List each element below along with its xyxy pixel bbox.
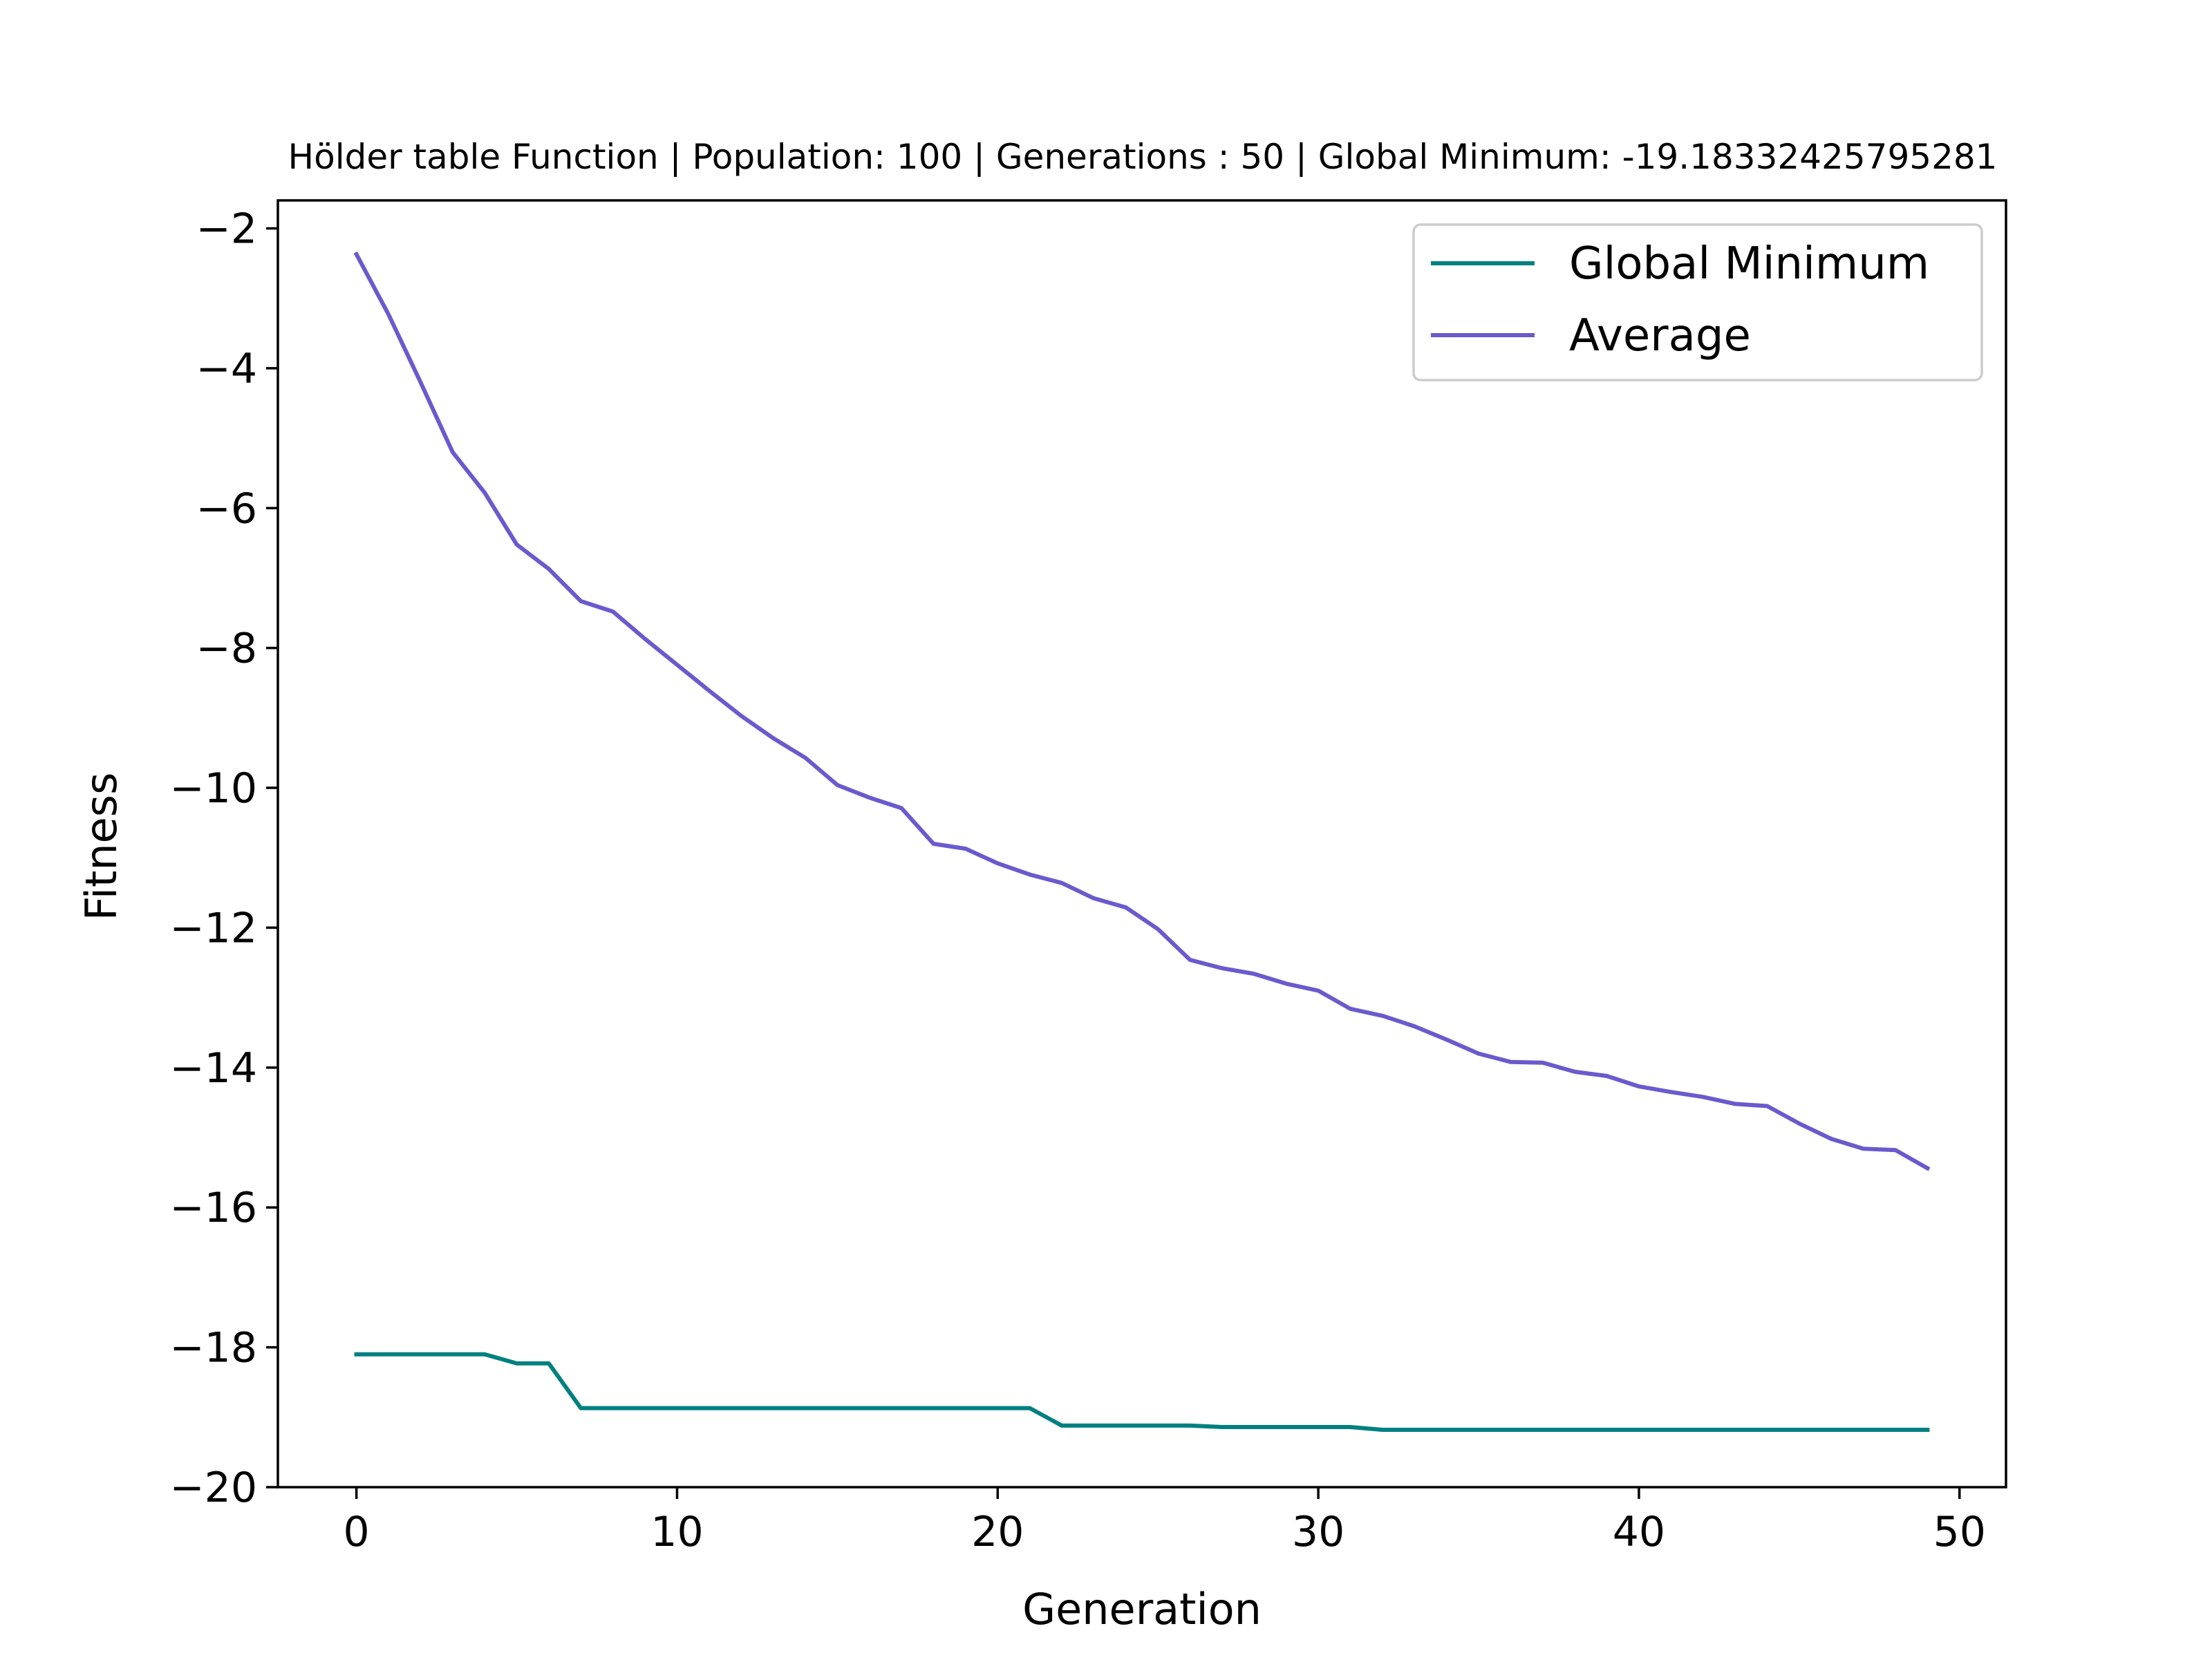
y-tick-label: −6 — [196, 484, 257, 533]
y-tick-label: −4 — [196, 345, 257, 393]
y-tick-label: −8 — [196, 625, 257, 673]
legend: Global Minimum Average — [1412, 223, 1983, 381]
series-line-global-minimum — [354, 1352, 1930, 1432]
x-tick-label: 20 — [971, 1508, 1024, 1556]
axes-frame — [276, 199, 2007, 1489]
y-axis: −20 −18 −16 −14 −12 −10 −8 −6 −4 −2 — [169, 205, 278, 1512]
y-tick-label: −2 — [196, 205, 257, 253]
x-tick-label: 0 — [344, 1508, 370, 1556]
x-tick-label: 30 — [1292, 1508, 1344, 1556]
legend-label-average: Average — [1569, 310, 1751, 361]
plot-area — [353, 251, 1931, 1432]
y-tick-label: −20 — [169, 1464, 257, 1512]
chart-title: Hölder table Function | Population: 100 … — [288, 137, 1998, 177]
series-line-average — [353, 251, 1931, 1171]
x-axis: 0 10 20 30 40 50 — [344, 1487, 1986, 1556]
x-tick-label: 50 — [1933, 1508, 1986, 1556]
x-tick-label: 10 — [650, 1508, 703, 1556]
y-tick-label: −10 — [169, 764, 257, 813]
y-tick-label: −14 — [169, 1044, 257, 1093]
x-tick-label: 40 — [1613, 1508, 1665, 1556]
y-tick-label: −18 — [169, 1324, 257, 1372]
y-axis-label: Fitness — [76, 773, 126, 921]
y-tick-label: −16 — [169, 1184, 257, 1232]
x-axis-label: Generation — [1022, 1584, 1262, 1634]
y-tick-label: −12 — [169, 904, 257, 952]
legend-box — [1412, 223, 1983, 381]
legend-label-global-minimum: Global Minimum — [1569, 238, 1929, 290]
